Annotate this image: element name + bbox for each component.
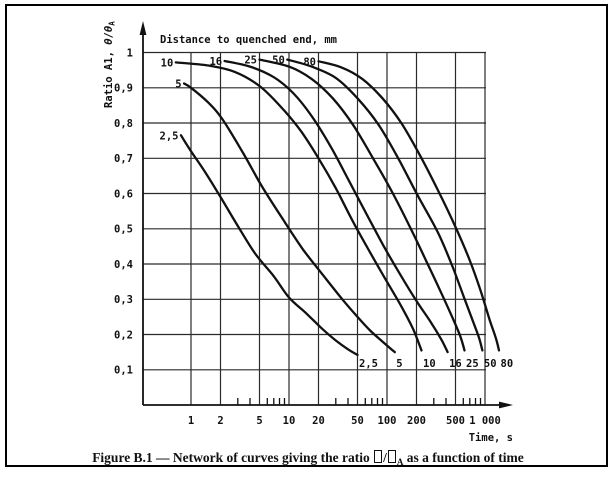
y-tick-label: 0,8 xyxy=(114,118,133,130)
curve-10mm xyxy=(174,61,423,352)
curve-2.5mm xyxy=(179,134,359,357)
y-tick-label: 0,1 xyxy=(114,365,133,377)
y-tick-label: 0,2 xyxy=(114,329,133,341)
curve-80mm xyxy=(317,60,501,352)
curve-end-label: 25 xyxy=(466,358,479,370)
y-axis-arrow-icon xyxy=(139,21,147,35)
x-tick-label: 1 xyxy=(188,415,194,427)
curve-end-label: 5 xyxy=(396,358,402,370)
curve-start-label: 16 xyxy=(209,56,222,68)
curve-end-label: 10 xyxy=(423,358,436,370)
figure-border xyxy=(5,4,608,467)
curve-start-label: 80 xyxy=(303,56,316,68)
caption-subscript: A xyxy=(396,457,404,467)
x-tick-label: 20 xyxy=(312,415,325,427)
y-tick-label: 0,5 xyxy=(114,224,133,236)
curve-start-label: 2,5 xyxy=(160,130,179,142)
caption-slash: / xyxy=(383,450,387,465)
x-tick-label: 200 xyxy=(407,415,426,427)
figure-caption: Figure B.1 — Network of curves giving th… xyxy=(0,450,616,467)
x-tick-label: 2 xyxy=(217,415,223,427)
y-tick-label: 0,7 xyxy=(114,153,133,165)
curve-end-label: 50 xyxy=(484,358,497,370)
x-tick-label: 5 xyxy=(256,415,262,427)
x-tick-label: 10 xyxy=(283,415,296,427)
y-tick-label: 0,4 xyxy=(114,259,133,271)
x-axis-label: Time, s xyxy=(469,432,513,444)
curve-50mm xyxy=(286,58,484,352)
x-tick-label: 50 xyxy=(351,415,364,427)
caption-tail: as a function of time xyxy=(406,450,524,465)
curve-5mm xyxy=(182,82,396,354)
curve-25mm xyxy=(258,58,466,352)
curve-start-label: 5 xyxy=(175,79,181,91)
y-tick-label: 1 xyxy=(127,47,133,59)
x-axis-arrow-icon xyxy=(499,401,513,409)
missing-glyph-icon xyxy=(387,450,396,463)
y-tick-label: 0,9 xyxy=(114,83,133,95)
curve-16mm xyxy=(223,59,449,354)
x-tick-label: 500 xyxy=(446,415,465,427)
chart-title: Distance to quenched end, mm xyxy=(160,34,337,46)
y-tick-label: 0,3 xyxy=(114,294,133,306)
curve-start-label: 50 xyxy=(272,55,285,67)
curve-end-label: 80 xyxy=(501,358,514,370)
missing-glyph-icon xyxy=(374,450,383,463)
y-tick-label: 0,6 xyxy=(114,188,133,200)
curve-end-label: 2,5 xyxy=(359,358,378,370)
y-axis-label: Ratio A1, θ/θA xyxy=(103,21,117,108)
x-tick-label: 100 xyxy=(378,415,397,427)
curve-end-label: 16 xyxy=(449,358,462,370)
caption-lead: Figure B.1 — Network of curves giving th… xyxy=(92,450,370,465)
curve-start-label: 25 xyxy=(244,55,257,67)
curve-start-label: 10 xyxy=(161,57,174,69)
x-tick-label: 1 000 xyxy=(469,415,501,427)
